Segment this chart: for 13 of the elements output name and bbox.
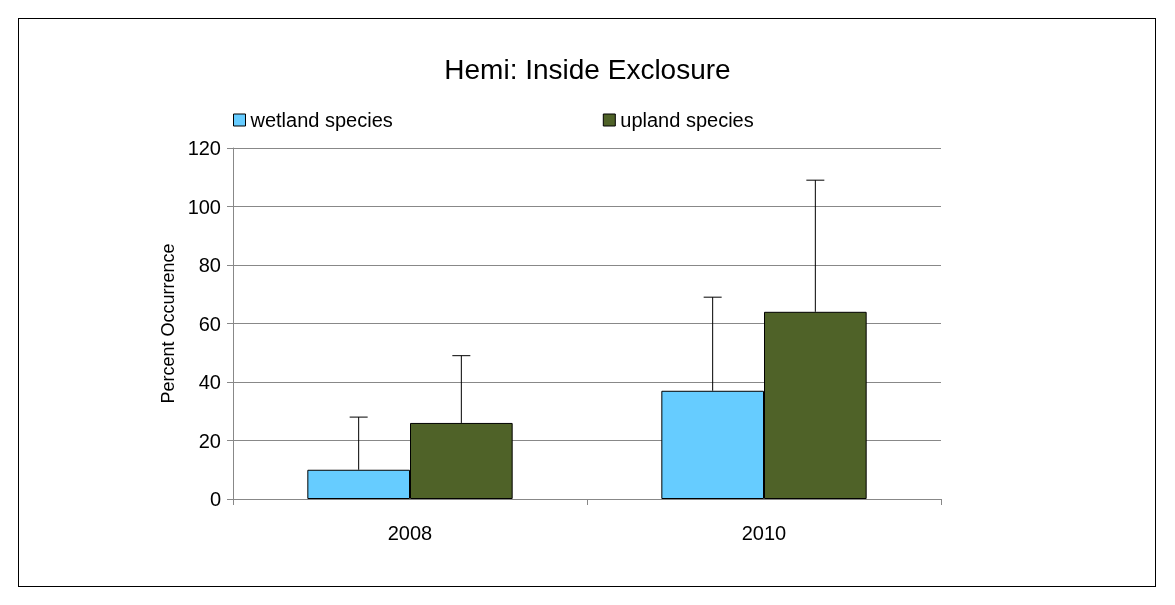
legend-label: wetland species <box>249 109 393 131</box>
chart-title: Hemi: Inside Exclosure <box>444 53 731 85</box>
y-tick-label: 60 <box>198 312 221 335</box>
y-tick-label: 40 <box>198 371 221 393</box>
y-tick-label: 20 <box>198 429 221 452</box>
y-tick-label: 0 <box>209 488 221 510</box>
y-tick-label: 100 <box>187 195 221 218</box>
y-tick-label: 120 <box>187 137 221 159</box>
y-tick-label: 80 <box>198 254 221 276</box>
x-tick-label: 2010 <box>741 522 787 544</box>
y-axis-title: Percent Occurrence <box>157 243 178 404</box>
legend-label: upland species <box>620 109 754 131</box>
x-tick-label: 2008 <box>387 522 433 544</box>
